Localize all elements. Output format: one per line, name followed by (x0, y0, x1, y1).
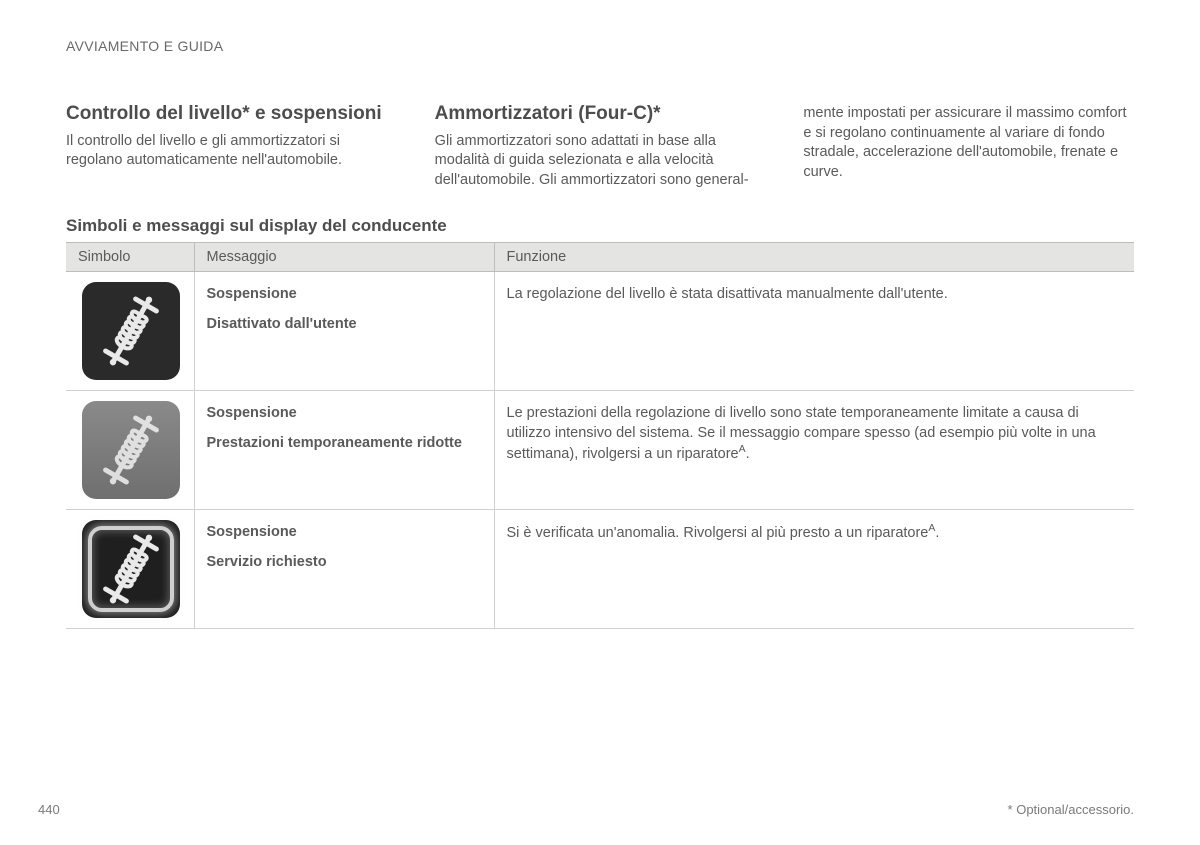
cell-message: Sospensione Prestazioni temporaneamente … (194, 391, 494, 510)
cell-message: Sospensione Disattivato dall'utente (194, 272, 494, 391)
table-row: Sospensione Servizio richiesto Si è veri… (66, 510, 1134, 629)
th-message: Messaggio (194, 243, 494, 272)
cell-message: Sospensione Servizio richiesto (194, 510, 494, 629)
cell-function: Si è verificata un'anomalia. Rivolgersi … (494, 510, 1134, 629)
cell-function: Le prestazioni della regolazione di live… (494, 391, 1134, 510)
intro-col-2: Ammortizzatori (Four-C)* Gli ammortizzat… (435, 102, 766, 190)
intro-col-3: mente impostati per assicurare il massim… (803, 102, 1134, 190)
section-label: AVVIAMENTO E GUIDA (66, 38, 1134, 54)
msg-line-1: Sospensione (207, 284, 482, 304)
table-row: Sospensione Disattivato dall'utente La r… (66, 272, 1134, 391)
optional-note: * Optional/accessorio. (1008, 802, 1134, 817)
messages-table: Simbolo Messaggio Funzione Sospensione D… (66, 242, 1134, 629)
intro-body-2: Gli ammortizzatori sono adattati in base… (435, 132, 766, 191)
th-function: Funzione (494, 243, 1134, 272)
msg-line-2: Servizio richiesto (207, 552, 482, 572)
msg-line-2: Disattivato dall'utente (207, 314, 482, 334)
suspension-symbol-icon (82, 520, 180, 618)
intro-title-2: Ammortizzatori (Four-C)* (435, 102, 766, 126)
msg-line-1: Sospensione (207, 522, 482, 542)
cell-function: La regolazione del livello è stata disat… (494, 272, 1134, 391)
intro-body-1: Il controllo del livello e gli ammortizz… (66, 132, 397, 171)
cell-symbol (66, 272, 194, 391)
th-symbol: Simbolo (66, 243, 194, 272)
cell-symbol (66, 510, 194, 629)
table-row: Sospensione Prestazioni temporaneamente … (66, 391, 1134, 510)
msg-line-1: Sospensione (207, 403, 482, 423)
intro-body-3: mente impostati per assicurare il massim… (803, 104, 1134, 182)
page-footer: 440 * Optional/accessorio. (38, 802, 1134, 817)
msg-line-2: Prestazioni temporaneamente ridotte (207, 433, 482, 453)
page: AVVIAMENTO E GUIDA Controllo del livello… (0, 0, 1200, 629)
cell-symbol (66, 391, 194, 510)
intro-title-1: Controllo del livello* e sospensioni (66, 102, 397, 126)
suspension-symbol-icon (82, 401, 180, 499)
intro-columns: Controllo del livello* e sospensioni Il … (66, 102, 1134, 190)
intro-col-1: Controllo del livello* e sospensioni Il … (66, 102, 397, 190)
page-number: 440 (38, 802, 60, 817)
suspension-symbol-icon (82, 282, 180, 380)
table-caption: Simboli e messaggi sul display del condu… (66, 216, 1134, 236)
